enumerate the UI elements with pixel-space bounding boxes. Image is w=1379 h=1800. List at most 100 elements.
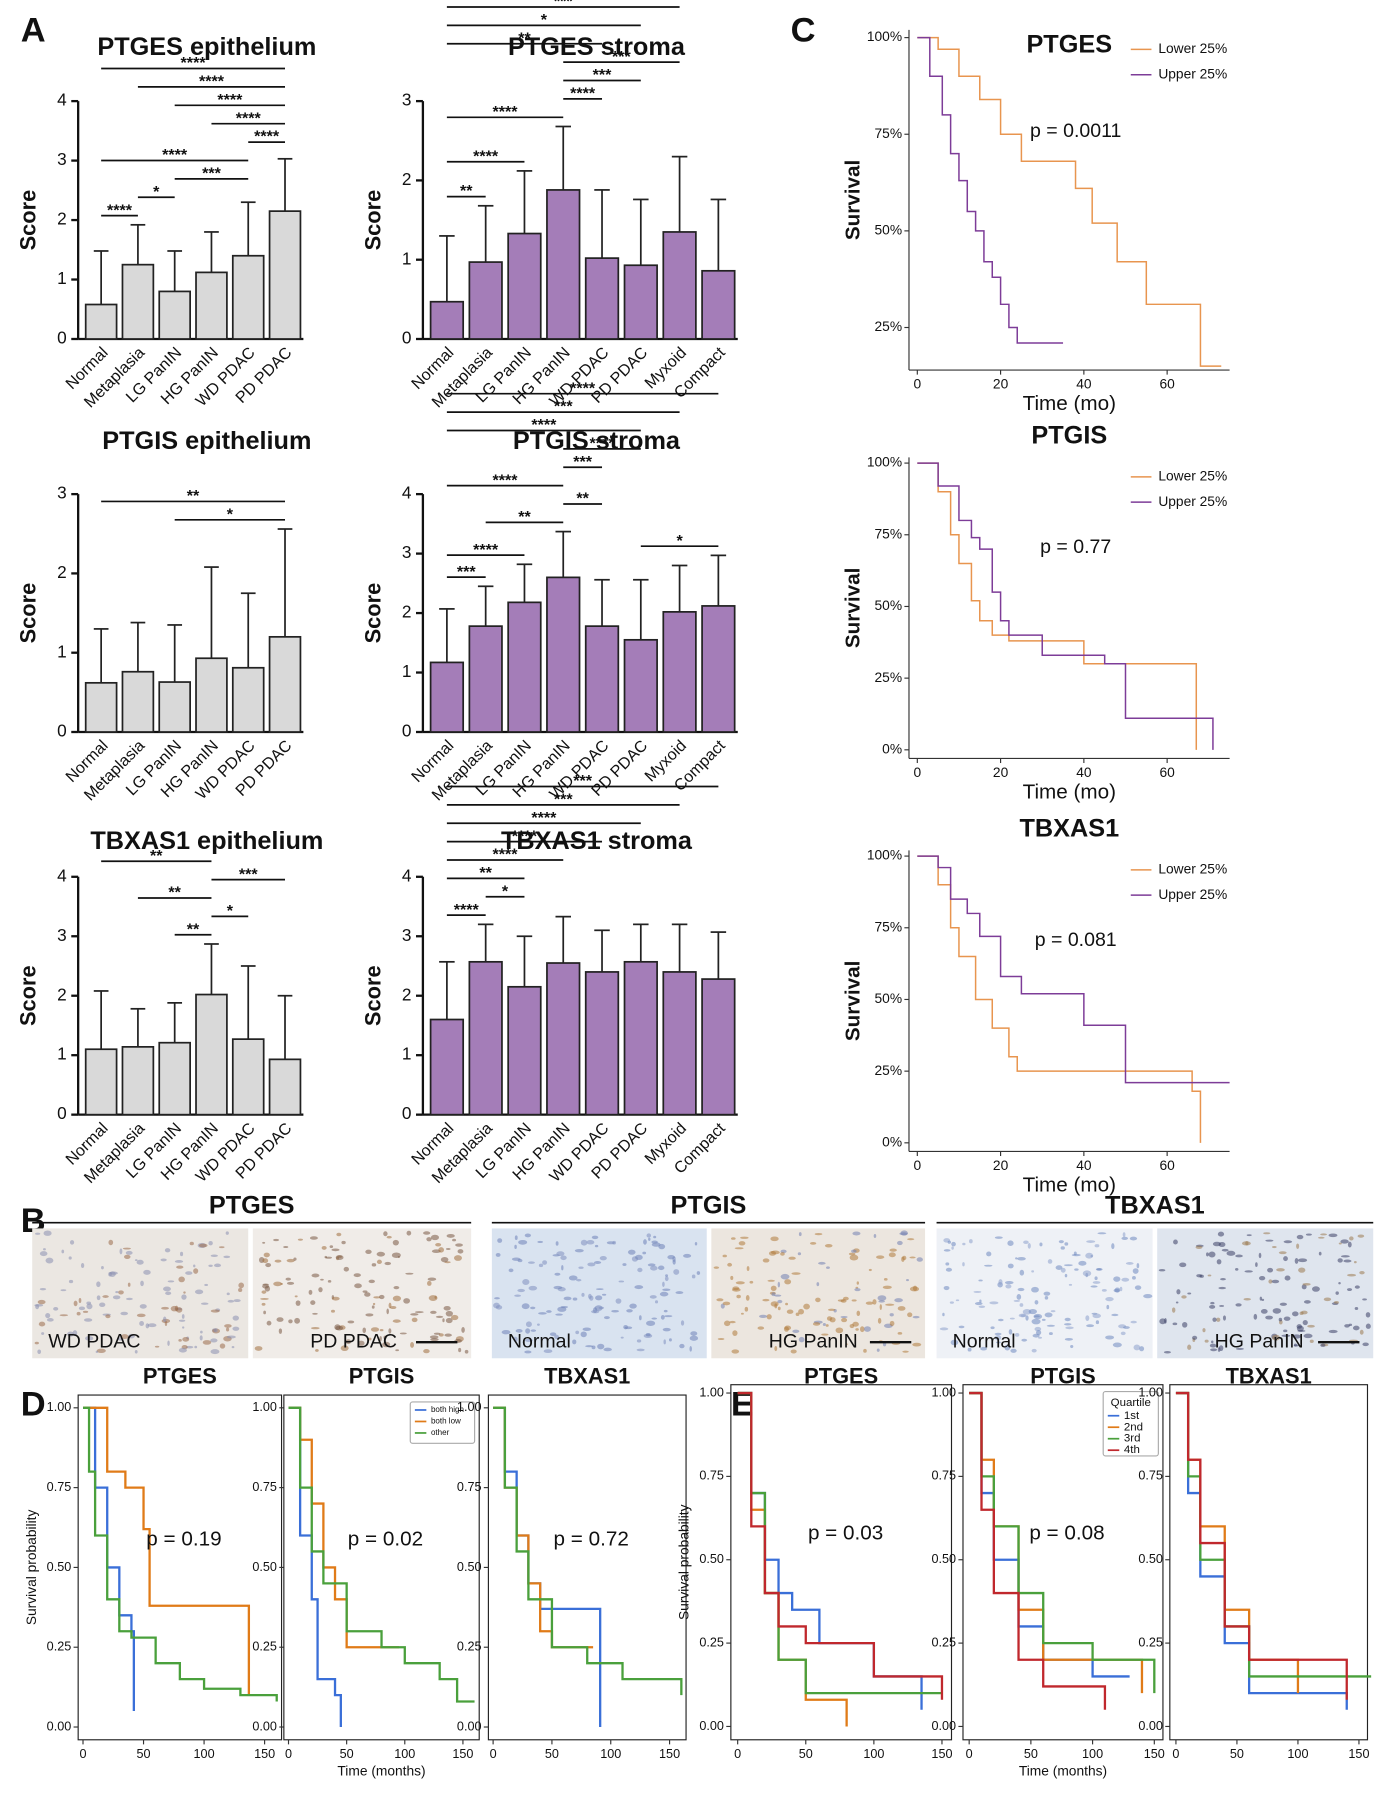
cell xyxy=(587,1262,596,1267)
cell xyxy=(835,1327,844,1334)
cell xyxy=(1064,1317,1071,1322)
survival-curve xyxy=(917,36,1222,367)
cell xyxy=(501,1329,511,1335)
cell xyxy=(370,1327,380,1332)
panel-label: A xyxy=(21,11,46,49)
cell xyxy=(731,1349,740,1354)
significance-label: ** xyxy=(460,182,473,200)
cell xyxy=(593,1261,602,1264)
cell xyxy=(572,1339,577,1345)
bar xyxy=(623,264,658,340)
cell xyxy=(265,1263,272,1268)
cell xyxy=(261,1302,266,1306)
cell xyxy=(365,1313,374,1317)
chart-title: TBXAS1 epithelium xyxy=(90,827,323,855)
cell xyxy=(777,1299,783,1304)
cell xyxy=(101,1265,104,1270)
cell xyxy=(224,1324,232,1328)
cell xyxy=(689,1346,692,1352)
cell xyxy=(950,1339,959,1346)
bar xyxy=(231,666,265,733)
cell xyxy=(238,1282,245,1289)
cell xyxy=(112,1295,121,1300)
significance-label: ** xyxy=(479,864,492,882)
cell xyxy=(643,1239,647,1245)
cell xyxy=(770,1250,780,1255)
cell xyxy=(659,1291,669,1297)
cell xyxy=(784,1279,792,1285)
cell xyxy=(76,1311,81,1316)
cell xyxy=(1299,1311,1304,1316)
cell xyxy=(663,1309,668,1313)
y-tick-label: 50% xyxy=(875,598,903,613)
image-label: HG PanIN xyxy=(769,1330,858,1352)
cell xyxy=(527,1261,535,1264)
y-axis-label: Survival xyxy=(841,568,864,648)
cell xyxy=(1338,1281,1341,1285)
cell xyxy=(1283,1316,1291,1321)
y-tick-label: 100% xyxy=(867,848,902,863)
cell xyxy=(405,1272,414,1275)
survival-curve xyxy=(917,36,1064,344)
cell xyxy=(164,1248,171,1253)
cell xyxy=(1113,1288,1120,1293)
significance-label: *** xyxy=(573,772,593,790)
significance-label: ** xyxy=(576,490,589,508)
x-tick-label: 20 xyxy=(993,765,1009,780)
cell xyxy=(691,1274,696,1279)
cell xyxy=(373,1296,381,1299)
y-tick-label: 1 xyxy=(57,641,67,661)
cell xyxy=(1043,1291,1051,1296)
cell xyxy=(435,1242,442,1247)
cell xyxy=(1163,1351,1171,1354)
cell xyxy=(517,1259,523,1263)
x-tick-label: 0 xyxy=(285,1747,292,1761)
y-tick-label: 1.00 xyxy=(47,1400,72,1414)
cell xyxy=(461,1326,465,1333)
cell xyxy=(1034,1300,1039,1305)
cell xyxy=(696,1271,701,1275)
cell xyxy=(34,1304,44,1307)
cell xyxy=(1209,1304,1216,1309)
chart-title: PTGIS stroma xyxy=(513,427,681,455)
cell xyxy=(193,1264,196,1268)
cell xyxy=(1281,1334,1291,1338)
cell xyxy=(115,1291,119,1294)
cell xyxy=(442,1318,445,1323)
cell xyxy=(791,1272,801,1275)
cell xyxy=(876,1255,885,1259)
bar xyxy=(468,625,503,733)
y-tick-label: 0.00 xyxy=(252,1719,277,1733)
y-axis-label: Survival probability xyxy=(677,1504,692,1620)
cell xyxy=(1014,1332,1020,1337)
y-tick-label: 0.50 xyxy=(457,1560,482,1574)
cell xyxy=(770,1285,777,1292)
cell xyxy=(667,1254,675,1260)
cell xyxy=(1092,1281,1101,1284)
cell xyxy=(873,1234,877,1238)
cell xyxy=(263,1310,267,1315)
cell xyxy=(225,1231,229,1235)
cell xyxy=(1278,1251,1287,1255)
cell xyxy=(872,1299,877,1305)
y-tick-label: 2 xyxy=(402,602,412,622)
bar xyxy=(429,1018,465,1116)
survival-curve xyxy=(1175,1391,1348,1700)
cell xyxy=(176,1265,184,1269)
significance-label: * xyxy=(676,532,683,550)
cell xyxy=(189,1241,194,1246)
cell xyxy=(78,1306,86,1311)
bar xyxy=(429,661,465,733)
bar xyxy=(584,257,620,340)
significance-label: ** xyxy=(518,508,531,526)
cell xyxy=(1005,1284,1012,1289)
y-axis-label: Score xyxy=(16,965,41,1026)
x-tick-label: 150 xyxy=(659,1747,680,1761)
cell xyxy=(430,1310,437,1314)
cell xyxy=(883,1278,888,1281)
cell xyxy=(1365,1312,1371,1318)
y-tick-label: 0.25 xyxy=(1138,1635,1163,1649)
y-tick-label: 100% xyxy=(867,455,902,470)
y-tick-label: 0.75 xyxy=(932,1469,957,1483)
cell xyxy=(139,1304,147,1309)
